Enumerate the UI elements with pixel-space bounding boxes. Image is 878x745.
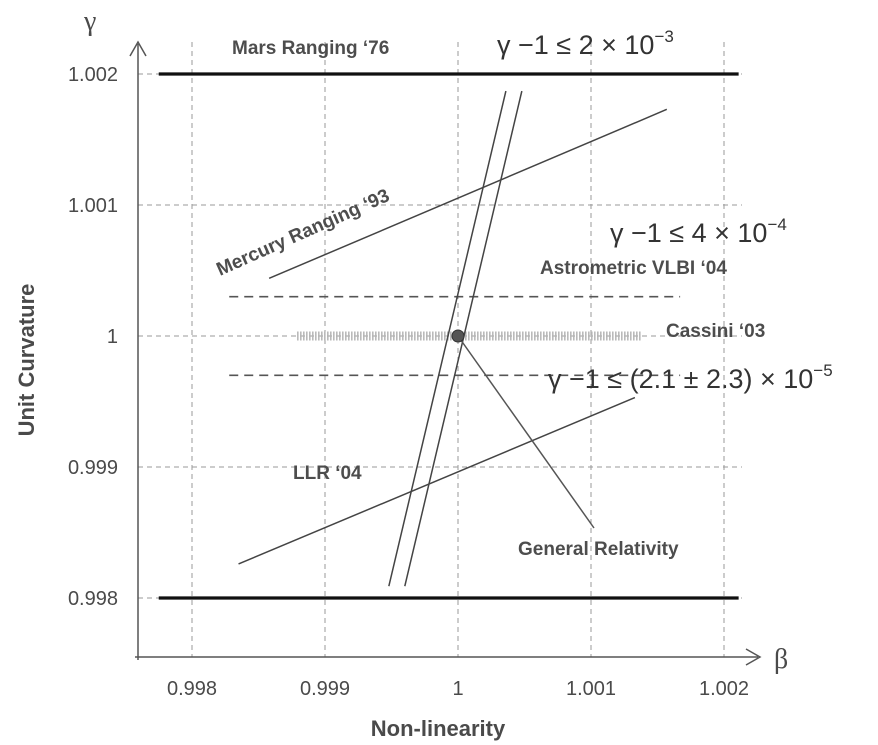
y-axis-arrow: [129, 40, 147, 57]
y-tick-label-4: 1.002: [68, 64, 118, 86]
annotation-vlbi-eq: γ −1 ≤ 4 × 10−4: [610, 215, 787, 248]
y-axis-symbol: γ: [83, 6, 96, 37]
y-tick-label-1: 0.999: [68, 457, 118, 479]
series-line-2: [268, 108, 668, 280]
annotation-mars-eq: γ −1 ≤ 2 × 10−3: [497, 27, 674, 60]
annotation-cassini-eq: γ −1 ≤ (2.1 ± 2.3) × 10−5: [548, 361, 833, 394]
series: [158, 72, 739, 600]
gr-callout-line: [457, 335, 595, 529]
series-label-mercury: Mercury Ranging ‘93: [213, 185, 392, 280]
y-tick-label-3: 1.001: [68, 195, 118, 217]
x-tick-label-4: 1.002: [699, 678, 749, 700]
series-label-cassini: Cassini ‘03: [666, 321, 765, 342]
point-label-gr: General Relativity: [518, 539, 679, 560]
x-tick-label-0: 0.998: [167, 678, 217, 700]
axes: [129, 40, 762, 666]
series-label-vlbi: Astrometric VLBI ‘04: [540, 258, 727, 279]
x-tick-label-3: 1.001: [566, 678, 616, 700]
y-tick-label-2: 1: [107, 326, 118, 348]
y-tick-label-0: 0.998: [68, 588, 118, 610]
x-axis-arrow: [745, 648, 762, 666]
series-line-7: [388, 90, 507, 587]
series-label-llr: LLR ‘04: [293, 463, 362, 484]
x-axis-symbol: β: [774, 644, 788, 675]
gr-point: [451, 329, 465, 343]
callouts: [451, 329, 595, 529]
x-axis-title: Non-linearity: [371, 716, 506, 741]
y-axis-title: Unit Curvature: [14, 284, 39, 437]
series-line-6: [238, 396, 636, 565]
series-label-mars: Mars Ranging ‘76: [232, 38, 389, 59]
x-tick-label-1: 0.999: [300, 678, 350, 700]
grid-lines: [138, 42, 742, 657]
tick-labels: 0.998 0.999 1 1.001 1.002 0.998 0.999 1 1.001 1.0…: [68, 64, 749, 700]
x-tick-label-2: 1: [452, 678, 463, 700]
